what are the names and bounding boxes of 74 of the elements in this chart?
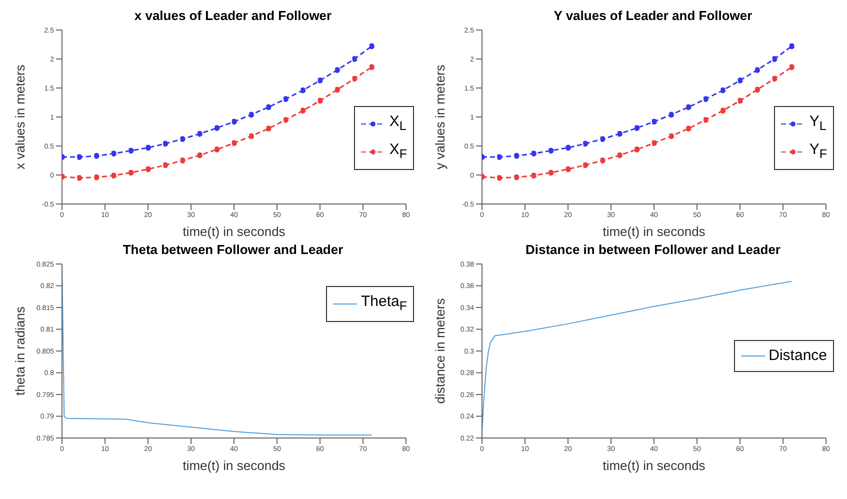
legend-label: Theta$_{F}$ xyxy=(361,292,407,315)
point xyxy=(530,150,537,156)
point xyxy=(720,108,726,114)
point xyxy=(76,174,82,181)
point xyxy=(196,152,203,158)
point xyxy=(754,86,760,93)
point xyxy=(702,96,709,102)
point xyxy=(128,170,134,176)
point xyxy=(565,144,571,151)
point xyxy=(128,148,134,154)
point xyxy=(231,118,237,125)
point xyxy=(651,140,657,146)
point xyxy=(110,150,117,156)
point xyxy=(248,133,254,140)
point xyxy=(368,43,375,50)
legend-label: Y$_{F}$ xyxy=(809,140,827,163)
point xyxy=(548,170,554,176)
point xyxy=(737,78,743,84)
point xyxy=(616,152,623,158)
point xyxy=(162,162,168,168)
point xyxy=(668,133,674,140)
point xyxy=(145,144,151,151)
chart-title: Distance in between Follower and Leader xyxy=(524,242,782,259)
y-axis-title: y values in meters xyxy=(432,64,448,170)
chart-title: Theta between Follower and Leader xyxy=(122,242,344,259)
point xyxy=(214,125,220,131)
chart-title: Y values of Leader and Follower xyxy=(552,8,754,25)
point xyxy=(196,130,203,137)
x-axis-title: time(t) in seconds xyxy=(182,458,286,473)
point xyxy=(634,125,640,131)
point xyxy=(496,154,502,160)
point xyxy=(248,112,254,118)
point xyxy=(214,146,220,152)
legend-label: Distance xyxy=(768,346,827,366)
point xyxy=(334,86,340,93)
point xyxy=(162,140,168,147)
point xyxy=(145,166,151,172)
point xyxy=(702,116,709,123)
point xyxy=(334,67,340,73)
chart-title: x values of Leader and Follower xyxy=(133,8,333,25)
point xyxy=(788,43,795,50)
y-axis-title: distance in meters xyxy=(432,298,448,404)
point xyxy=(317,98,323,104)
point xyxy=(634,146,640,152)
point xyxy=(788,64,795,70)
point xyxy=(548,148,554,154)
point xyxy=(530,172,537,179)
x-axis-title: time(t) in seconds xyxy=(182,224,286,239)
point xyxy=(754,67,760,73)
point xyxy=(300,108,306,114)
point xyxy=(496,174,502,181)
point xyxy=(565,166,571,172)
point xyxy=(368,64,375,70)
point xyxy=(582,140,588,147)
x-axis-title: time(t) in seconds xyxy=(602,224,706,239)
legend-label: X$_{L}$ xyxy=(389,112,406,135)
point xyxy=(282,96,289,102)
point xyxy=(582,162,588,168)
point xyxy=(282,116,289,123)
point xyxy=(720,87,726,94)
point xyxy=(300,87,306,94)
legend-label: X$_{F}$ xyxy=(389,140,407,163)
point xyxy=(76,154,82,160)
point xyxy=(616,130,623,137)
y-axis-title: x values in meters xyxy=(12,64,28,170)
point xyxy=(231,140,237,146)
point xyxy=(651,118,657,125)
point xyxy=(110,172,117,179)
legend-label: Y$_{L}$ xyxy=(809,112,826,135)
point xyxy=(317,78,323,84)
point xyxy=(737,98,743,104)
y-axis-title: theta in radians xyxy=(12,306,28,396)
x-axis-title: time(t) in seconds xyxy=(602,458,706,473)
point xyxy=(668,112,674,118)
